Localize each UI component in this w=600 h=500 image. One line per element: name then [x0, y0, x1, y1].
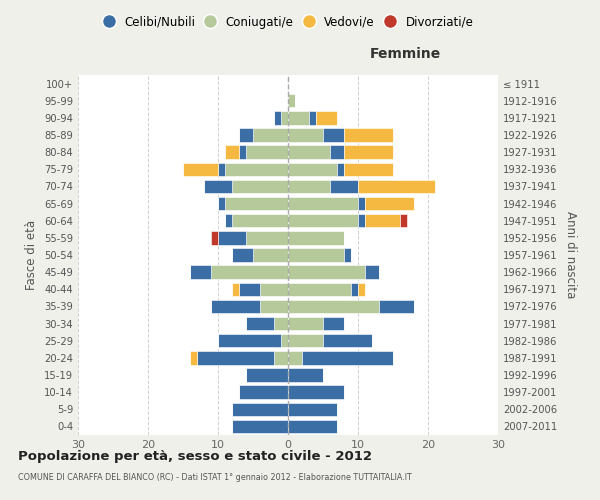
Bar	[288, 368, 323, 382]
Bar	[246, 146, 288, 159]
Bar	[323, 334, 372, 347]
Bar	[239, 282, 260, 296]
Y-axis label: Anni di nascita: Anni di nascita	[564, 212, 577, 298]
Bar	[365, 266, 379, 279]
Bar	[288, 334, 323, 347]
Bar	[232, 214, 288, 228]
Bar	[232, 180, 288, 193]
Bar	[302, 351, 393, 364]
Bar	[358, 282, 365, 296]
Y-axis label: Fasce di età: Fasce di età	[25, 220, 38, 290]
Bar	[253, 128, 288, 141]
Bar	[309, 111, 316, 124]
Bar	[344, 128, 393, 141]
Text: Femmine: Femmine	[370, 46, 441, 60]
Bar	[211, 300, 260, 313]
Bar	[323, 128, 344, 141]
Bar	[323, 317, 344, 330]
Bar	[232, 420, 288, 433]
Bar	[218, 231, 246, 244]
Bar	[260, 300, 288, 313]
Bar	[204, 180, 232, 193]
Bar	[225, 197, 288, 210]
Legend: Celibi/Nubili, Coniugati/e, Vedovi/e, Divorziati/e: Celibi/Nubili, Coniugati/e, Vedovi/e, Di…	[98, 11, 478, 34]
Bar	[218, 162, 225, 176]
Bar	[358, 197, 365, 210]
Bar	[232, 248, 253, 262]
Bar	[288, 282, 351, 296]
Bar	[225, 214, 232, 228]
Bar	[225, 146, 239, 159]
Bar	[288, 197, 358, 210]
Bar	[288, 300, 379, 313]
Bar	[330, 146, 344, 159]
Bar	[288, 386, 344, 399]
Bar	[246, 368, 288, 382]
Bar	[365, 214, 400, 228]
Bar	[218, 334, 281, 347]
Bar	[344, 162, 393, 176]
Bar	[288, 266, 365, 279]
Bar	[358, 180, 435, 193]
Text: COMUNE DI CARAFFA DEL BIANCO (RC) - Dati ISTAT 1° gennaio 2012 - Elaborazione TU: COMUNE DI CARAFFA DEL BIANCO (RC) - Dati…	[18, 472, 412, 482]
Bar	[288, 214, 358, 228]
Bar	[288, 351, 302, 364]
Bar	[288, 248, 344, 262]
Bar	[344, 248, 351, 262]
Bar	[344, 146, 393, 159]
Bar	[225, 162, 288, 176]
Bar	[281, 111, 288, 124]
Bar	[246, 317, 274, 330]
Bar	[288, 162, 337, 176]
Bar	[253, 248, 288, 262]
Bar	[239, 128, 253, 141]
Bar	[288, 317, 323, 330]
Bar	[211, 231, 218, 244]
Bar	[197, 351, 274, 364]
Bar	[288, 111, 309, 124]
Bar	[316, 111, 337, 124]
Bar	[288, 231, 344, 244]
Bar	[330, 180, 358, 193]
Bar	[288, 180, 330, 193]
Bar	[239, 146, 246, 159]
Bar	[246, 231, 288, 244]
Bar	[232, 282, 239, 296]
Bar	[260, 282, 288, 296]
Bar	[274, 111, 281, 124]
Bar	[211, 266, 288, 279]
Bar	[274, 317, 288, 330]
Bar	[288, 146, 330, 159]
Bar	[232, 402, 288, 416]
Bar	[358, 214, 365, 228]
Bar	[288, 128, 323, 141]
Bar	[274, 351, 288, 364]
Bar	[351, 282, 358, 296]
Bar	[337, 162, 344, 176]
Bar	[288, 420, 337, 433]
Bar	[218, 197, 225, 210]
Bar	[288, 94, 295, 108]
Bar	[190, 351, 197, 364]
Bar	[190, 266, 211, 279]
Bar	[365, 197, 414, 210]
Bar	[239, 386, 288, 399]
Text: Popolazione per età, sesso e stato civile - 2012: Popolazione per età, sesso e stato civil…	[18, 450, 372, 463]
Bar	[281, 334, 288, 347]
Bar	[183, 162, 218, 176]
Bar	[400, 214, 407, 228]
Bar	[288, 402, 337, 416]
Bar	[379, 300, 414, 313]
